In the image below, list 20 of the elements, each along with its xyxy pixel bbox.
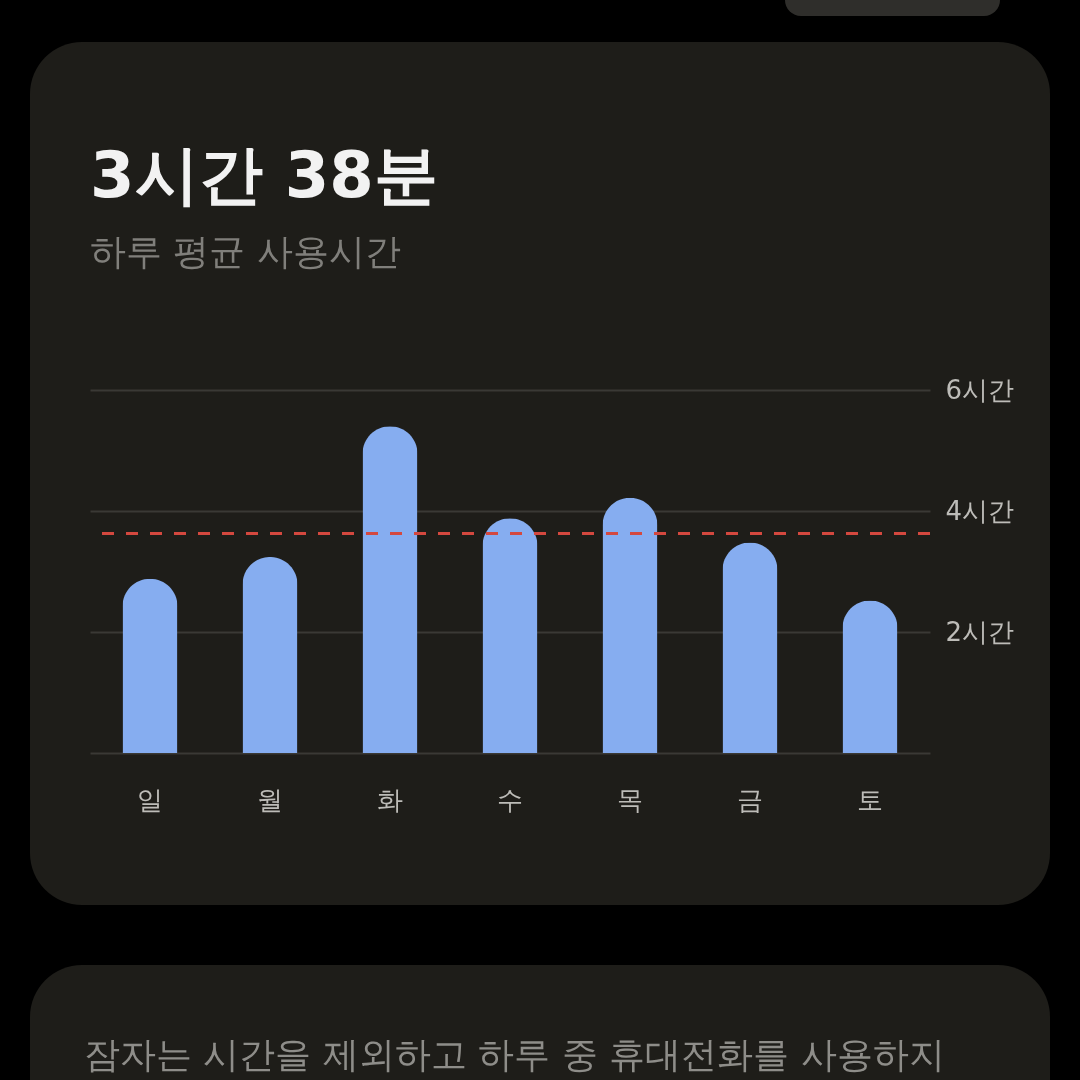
bar xyxy=(242,556,298,753)
chart-title: 3시간 38분 xyxy=(90,138,438,212)
bar xyxy=(122,578,178,753)
bar xyxy=(722,542,778,753)
x-tick-label: 금 xyxy=(737,784,763,815)
bar xyxy=(362,426,418,753)
x-tick-label: 일 xyxy=(137,784,163,815)
x-tick-label: 화 xyxy=(377,784,403,815)
text: 잠자는 시간을 제외하고 하루 중 휴대전화를 사용하지 xyxy=(84,1034,945,1075)
bar xyxy=(482,518,538,753)
x-tick-label: 토 xyxy=(857,784,883,815)
y-tick-label: 6시간 xyxy=(945,374,1015,405)
x-tick-label: 수 xyxy=(497,784,523,815)
bar xyxy=(602,497,658,753)
chart-subtitle: 하루 평균 사용시간 xyxy=(90,231,401,272)
x-tick-label: 목 xyxy=(617,784,643,815)
y-tick-label: 2시간 xyxy=(945,616,1015,647)
x-tick-label: 월 xyxy=(257,784,283,815)
y-tick-label: 4시간 xyxy=(945,495,1015,526)
bar xyxy=(842,600,898,753)
